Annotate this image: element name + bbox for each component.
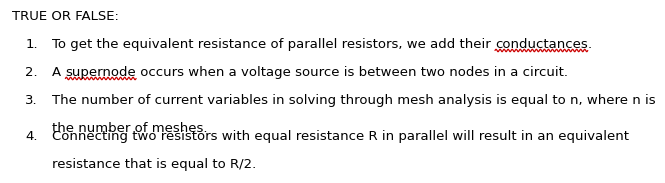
Text: .: .: [588, 38, 592, 51]
Text: 2.: 2.: [25, 66, 38, 79]
Text: 3.: 3.: [25, 94, 38, 107]
Text: TRUE OR FALSE:: TRUE OR FALSE:: [12, 10, 119, 23]
Text: occurs when a voltage source is between two nodes in a circuit.: occurs when a voltage source is between …: [136, 66, 568, 79]
Text: The number of current variables in solving through mesh analysis is equal to n, : The number of current variables in solvi…: [52, 94, 656, 107]
Text: 4.: 4.: [25, 130, 38, 143]
Text: A: A: [52, 66, 65, 79]
Text: the number of meshes.: the number of meshes.: [52, 122, 207, 135]
Text: supernode: supernode: [65, 66, 136, 79]
Text: To get the equivalent resistance of parallel resistors, we add their: To get the equivalent resistance of para…: [52, 38, 495, 51]
Text: 1.: 1.: [25, 38, 38, 51]
Text: resistance that is equal to R/2.: resistance that is equal to R/2.: [52, 158, 256, 171]
Text: conductances: conductances: [495, 38, 588, 51]
Text: Connecting two resistors with equal resistance R in parallel will result in an e: Connecting two resistors with equal resi…: [52, 130, 629, 143]
